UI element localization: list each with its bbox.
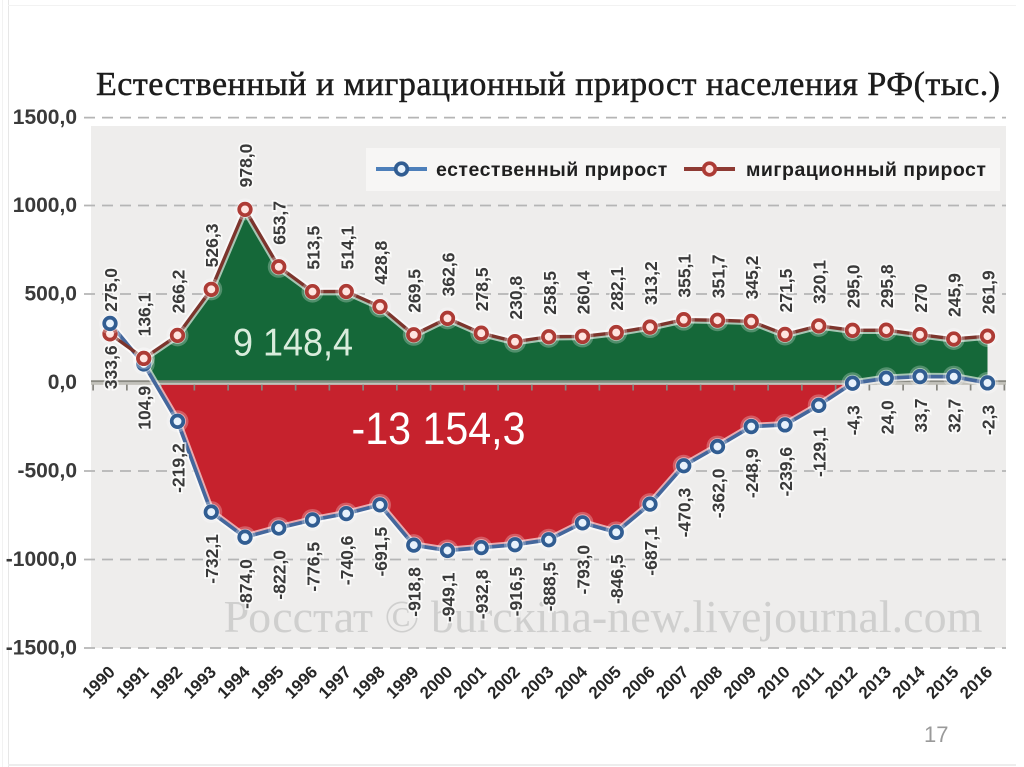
- svg-text:-500,0: -500,0: [17, 460, 77, 483]
- svg-text:428,8: 428,8: [371, 241, 391, 285]
- svg-text:104,9: 104,9: [135, 386, 155, 430]
- svg-text:-1000,0: -1000,0: [6, 548, 77, 571]
- svg-text:-4,3: -4,3: [844, 405, 864, 435]
- svg-text:-918,8: -918,8: [405, 567, 425, 617]
- svg-text:333,6: 333,6: [101, 345, 121, 389]
- svg-text:-129,1: -129,1: [810, 427, 830, 477]
- svg-text:2002: 2002: [484, 662, 524, 702]
- svg-text:1997: 1997: [315, 662, 355, 702]
- svg-text:2007: 2007: [652, 662, 692, 702]
- svg-text:-916,5: -916,5: [506, 566, 526, 616]
- svg-text:500,0: 500,0: [24, 283, 77, 306]
- svg-text:-1500,0: -1500,0: [6, 637, 77, 660]
- svg-text:-470,3: -470,3: [675, 487, 695, 537]
- svg-text:1996: 1996: [281, 662, 321, 702]
- svg-text:355,1: 355,1: [675, 254, 695, 298]
- svg-text:2012: 2012: [821, 662, 861, 702]
- svg-text:-776,5: -776,5: [304, 542, 324, 592]
- svg-text:260,4: 260,4: [574, 270, 594, 314]
- svg-text:1998: 1998: [349, 662, 389, 702]
- svg-text:271,5: 271,5: [776, 268, 796, 312]
- svg-text:653,7: 653,7: [270, 201, 290, 245]
- svg-text:514,1: 514,1: [337, 225, 357, 269]
- svg-text:-687,1: -687,1: [641, 526, 661, 576]
- svg-text:естественный прирост: естественный прирост: [436, 159, 668, 181]
- svg-text:миграционный прирост: миграционный прирост: [746, 159, 986, 181]
- svg-text:266,2: 266,2: [169, 269, 189, 313]
- svg-text:1993: 1993: [180, 662, 220, 702]
- svg-text:526,3: 526,3: [202, 223, 222, 267]
- svg-text:2014: 2014: [889, 662, 930, 703]
- svg-text:Росстат © burckina-new.livejou: Росстат © burckina-new.livejournal.com: [224, 591, 983, 642]
- svg-text:1999: 1999: [382, 662, 422, 702]
- svg-text:513,5: 513,5: [304, 226, 324, 270]
- svg-text:2006: 2006: [619, 662, 659, 702]
- svg-text:-932,8: -932,8: [472, 569, 492, 619]
- svg-text:275,0: 275,0: [101, 268, 121, 312]
- svg-text:295,0: 295,0: [844, 264, 864, 308]
- svg-text:2008: 2008: [686, 662, 726, 702]
- svg-text:269,5: 269,5: [405, 269, 425, 313]
- svg-text:32,7: 32,7: [945, 399, 965, 433]
- svg-text:-248,9: -248,9: [742, 448, 762, 498]
- svg-text:2015: 2015: [922, 662, 962, 702]
- svg-text:-2,3: -2,3: [979, 405, 999, 435]
- svg-text:-949,1: -949,1: [439, 572, 459, 622]
- svg-text:2010: 2010: [754, 662, 794, 702]
- svg-text:1000,0: 1000,0: [13, 194, 77, 217]
- svg-text:282,1: 282,1: [607, 267, 627, 311]
- svg-text:278,5: 278,5: [472, 267, 492, 311]
- svg-text:270: 270: [911, 283, 931, 312]
- svg-text:-740,6: -740,6: [337, 535, 357, 585]
- svg-text:2013: 2013: [855, 662, 895, 702]
- svg-text:978,0: 978,0: [236, 143, 256, 187]
- svg-text:2004: 2004: [551, 662, 592, 703]
- svg-text:258,5: 258,5: [540, 271, 560, 315]
- svg-text:9 148,4: 9 148,4: [233, 322, 353, 365]
- svg-text:2000: 2000: [416, 662, 456, 702]
- svg-text:24,0: 24,0: [877, 400, 897, 434]
- svg-text:295,8: 295,8: [877, 264, 897, 308]
- svg-text:362,6: 362,6: [439, 252, 459, 296]
- svg-text:261,9: 261,9: [979, 270, 999, 314]
- svg-text:-219,2: -219,2: [169, 443, 189, 493]
- svg-text:351,7: 351,7: [709, 254, 729, 298]
- svg-text:-846,5: -846,5: [607, 554, 627, 604]
- svg-text:1500,0: 1500,0: [13, 106, 77, 129]
- svg-text:-691,5: -691,5: [371, 527, 391, 577]
- svg-text:136,1: 136,1: [135, 292, 155, 336]
- svg-text:-13 154,3: -13 154,3: [352, 403, 526, 454]
- svg-text:2011: 2011: [788, 662, 828, 702]
- svg-text:345,2: 345,2: [742, 255, 762, 299]
- svg-text:-239,6: -239,6: [776, 447, 796, 497]
- svg-text:2016: 2016: [956, 662, 996, 702]
- svg-text:2001: 2001: [450, 662, 490, 702]
- svg-text:2009: 2009: [720, 662, 760, 702]
- svg-text:320,1: 320,1: [810, 260, 830, 304]
- svg-text:230,8: 230,8: [506, 276, 526, 320]
- svg-text:1991: 1991: [112, 662, 152, 702]
- svg-text:-732,1: -732,1: [202, 534, 222, 584]
- svg-text:-874,0: -874,0: [236, 559, 256, 609]
- svg-text:1990: 1990: [79, 662, 119, 702]
- svg-text:1994: 1994: [214, 662, 255, 703]
- svg-text:245,9: 245,9: [945, 273, 965, 317]
- svg-text:0,0: 0,0: [48, 371, 77, 394]
- svg-text:33,7: 33,7: [911, 399, 931, 433]
- svg-text:1992: 1992: [146, 662, 186, 702]
- svg-text:-888,5: -888,5: [540, 561, 560, 611]
- svg-text:-793,0: -793,0: [574, 545, 594, 595]
- svg-text:2005: 2005: [585, 662, 625, 702]
- svg-text:-362,0: -362,0: [709, 468, 729, 518]
- svg-text:313,2: 313,2: [641, 261, 661, 305]
- svg-text:2003: 2003: [517, 662, 557, 702]
- svg-text:1995: 1995: [247, 662, 287, 702]
- svg-text:-822,0: -822,0: [270, 550, 290, 600]
